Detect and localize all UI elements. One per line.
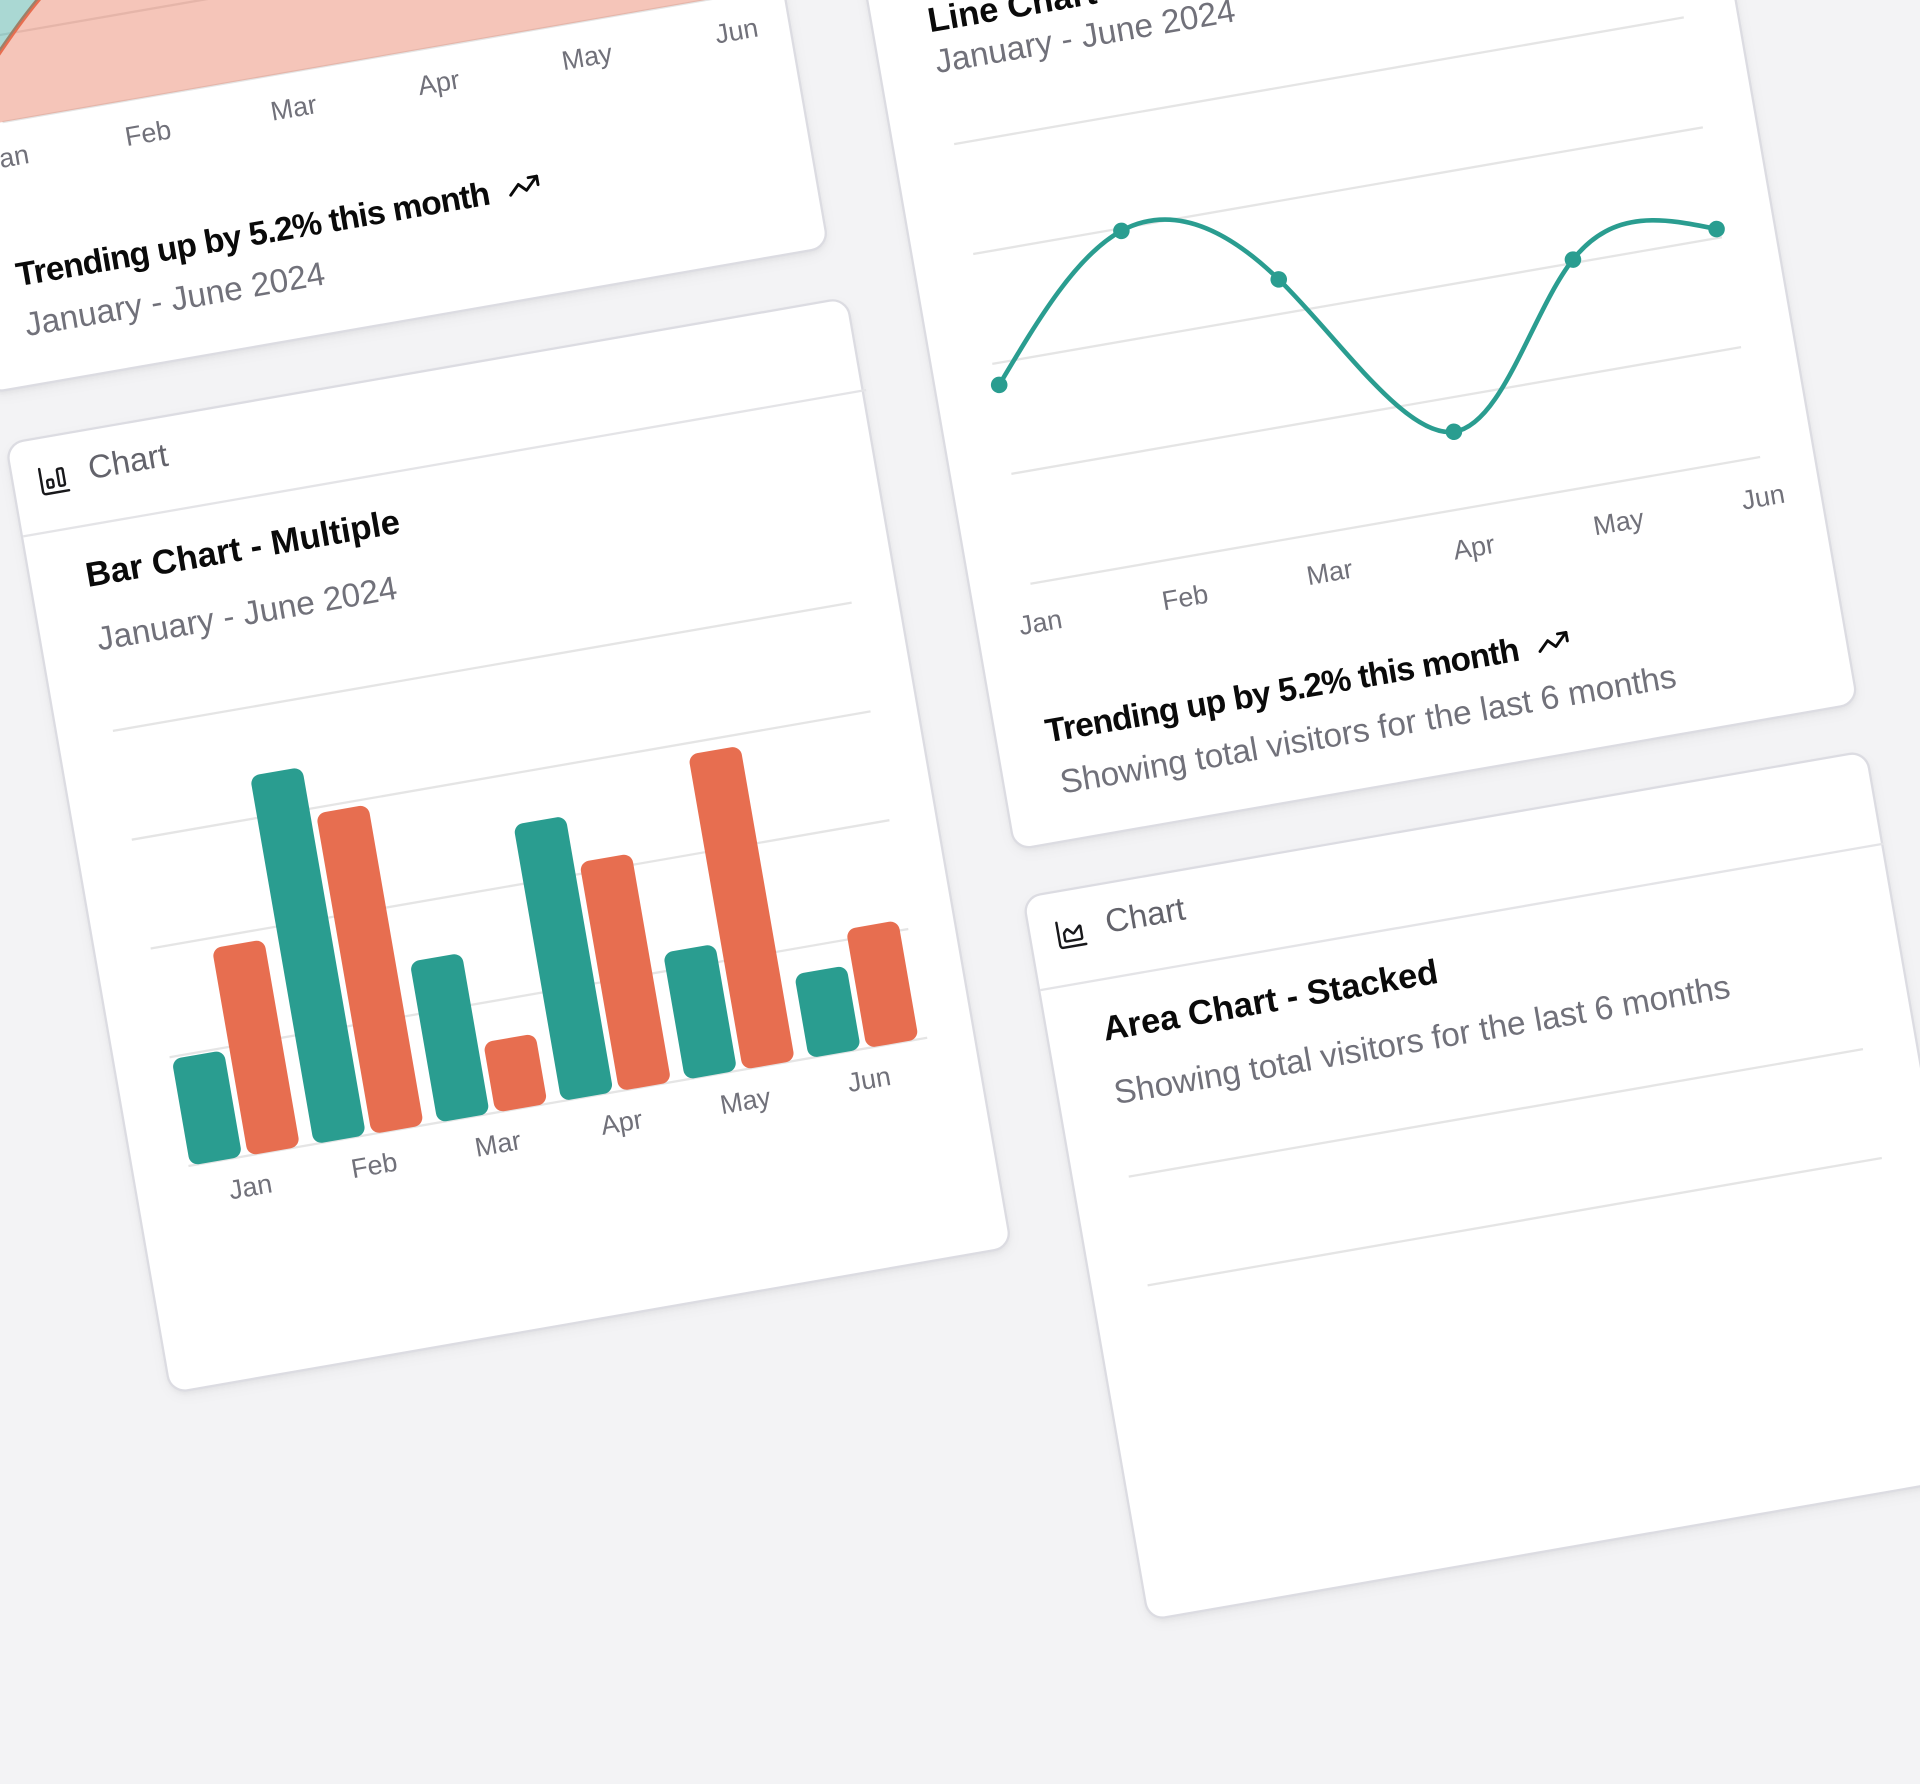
svg-text:Jan: Jan <box>1017 604 1065 641</box>
svg-text:Apr: Apr <box>598 1104 644 1141</box>
svg-text:Mar: Mar <box>1304 554 1355 591</box>
svg-text:Feb: Feb <box>1160 579 1211 616</box>
svg-text:Apr: Apr <box>416 64 462 101</box>
svg-text:Feb: Feb <box>123 114 174 151</box>
svg-text:May: May <box>559 38 615 76</box>
svg-text:Apr: Apr <box>1451 529 1497 566</box>
svg-text:May: May <box>1591 503 1647 541</box>
svg-text:May: May <box>718 1082 774 1120</box>
svg-text:Mar: Mar <box>473 1125 524 1162</box>
svg-text:Jun: Jun <box>1739 479 1787 516</box>
svg-text:Jan: Jan <box>227 1168 275 1205</box>
svg-text:Mar: Mar <box>268 89 319 126</box>
svg-text:Jun: Jun <box>713 13 761 50</box>
svg-text:Feb: Feb <box>349 1147 400 1184</box>
svg-text:Jan: Jan <box>0 139 31 176</box>
